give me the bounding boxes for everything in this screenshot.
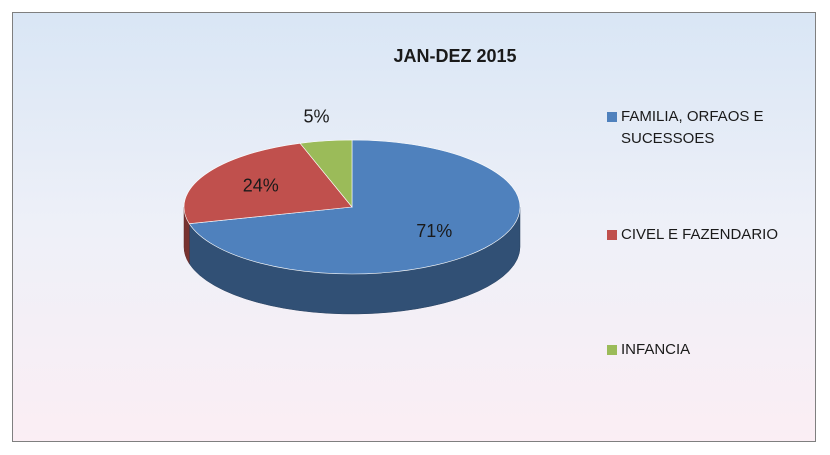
legend-item: FAMILIA, ORFAOS E SUCESSOES [607, 106, 807, 150]
legend-label: FAMILIA, ORFAOS E SUCESSOES [621, 108, 764, 147]
legend-item: CIVEL E FAZENDARIO [607, 224, 807, 246]
legend-key [607, 345, 617, 355]
legend-label: INFANCIA [621, 341, 691, 358]
slice [188, 139, 521, 275]
slice [183, 142, 353, 224]
legend-label: CIVEL E FAZENDARIO [621, 226, 778, 243]
legend-item: INFANCIA [607, 339, 807, 361]
data-label: 24% [243, 176, 279, 196]
legend-key [607, 112, 617, 122]
legend-key [607, 230, 617, 240]
data-label: 71% [416, 221, 452, 241]
slice [299, 139, 353, 208]
chart-title: JAN-DEZ 2015 [393, 46, 516, 66]
data-label: 5% [304, 106, 330, 126]
